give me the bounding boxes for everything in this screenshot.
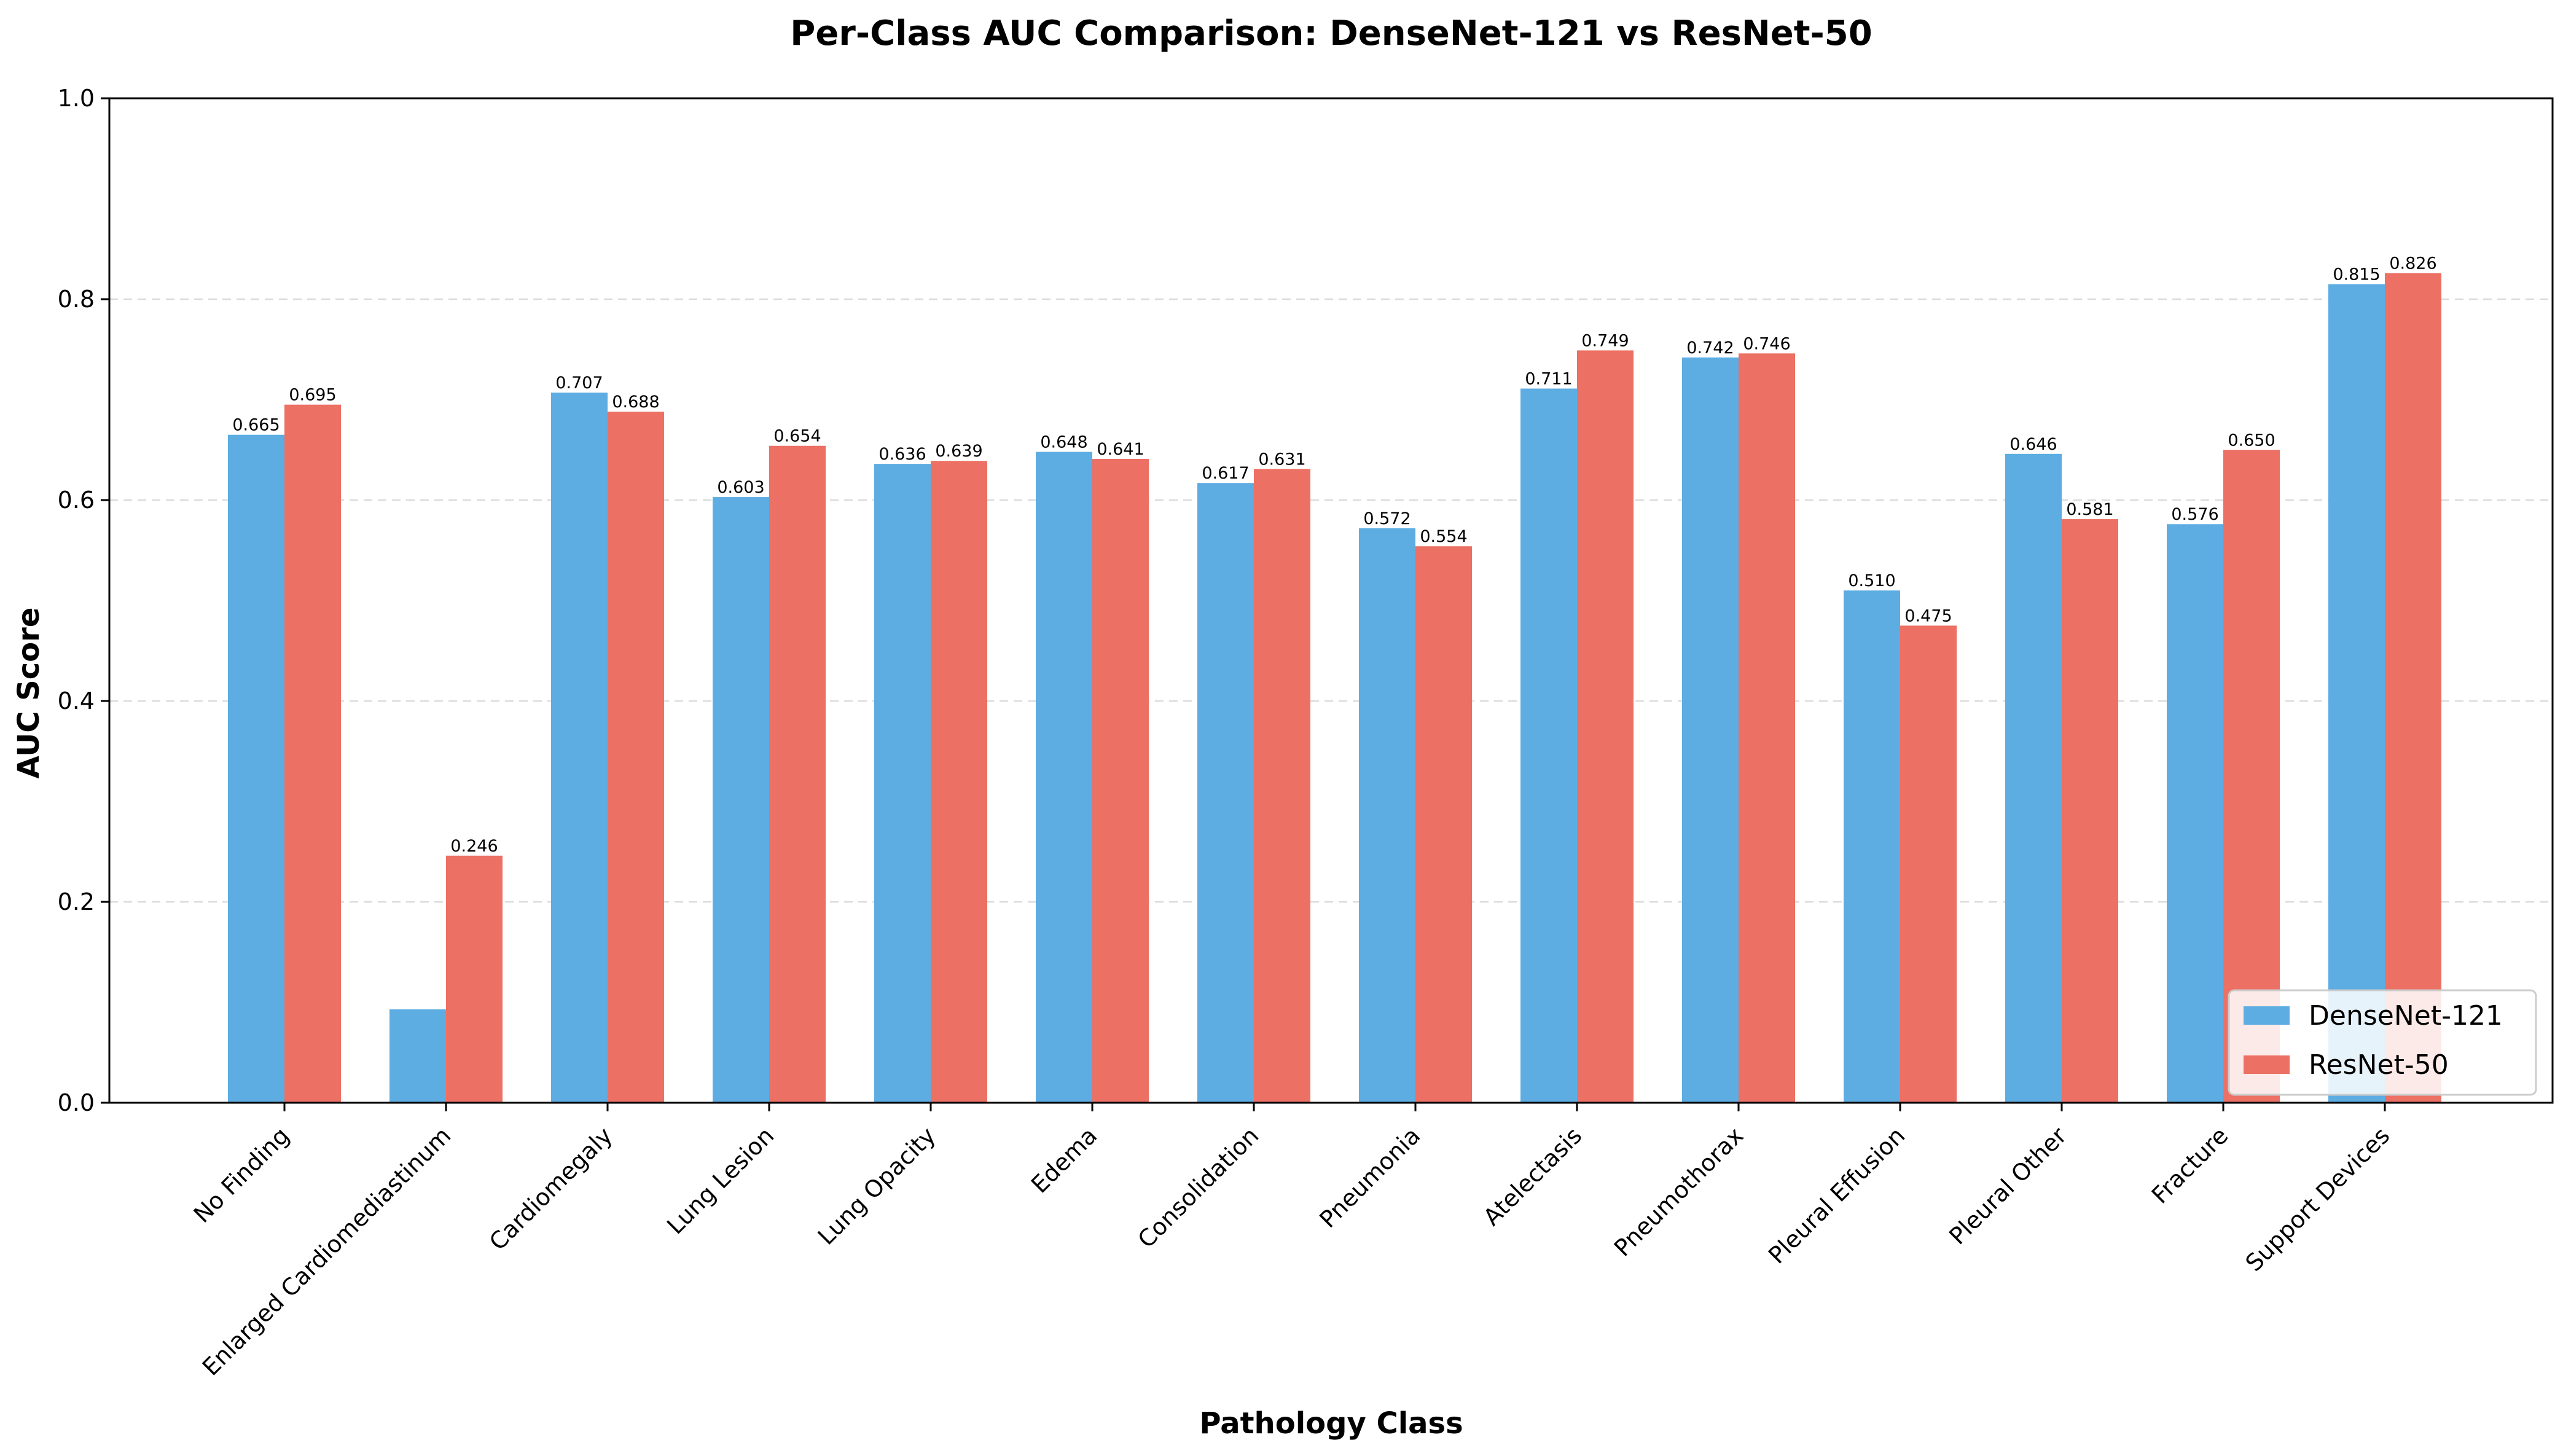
bar-resnet-50-lung-opacity [931,461,987,1103]
y-tick-label: 1.0 [58,85,95,112]
legend-label-densenet: DenseNet-121 [2309,1000,2503,1031]
legend-swatch-densenet [2244,1006,2290,1025]
bar-value-label: 0.711 [1525,370,1572,389]
bar-densenet-121-pneumothorax [1682,357,1739,1103]
bar-value-label: 0.603 [717,478,764,497]
bar-resnet-50-pleural-other [2062,519,2118,1103]
bar-resnet-50-atelectasis [1577,350,1634,1103]
bar-value-label: 0.826 [2389,254,2436,273]
bar-densenet-121-edema [1036,452,1092,1103]
bar-densenet-121-pleural-effusion [1844,590,1900,1103]
legend: DenseNet-121 ResNet-50 [2228,989,2537,1096]
plot-area-frame [108,97,2554,1104]
bar-value-label: 0.631 [1258,450,1305,469]
bar-resnet-50-pneumothorax [1739,353,1795,1103]
bar-value-label: 0.554 [1420,527,1467,546]
bar-densenet-121-lung-lesion [713,497,769,1103]
y-axis: 0.0 0.2 0.4 0.6 0.8 1.0 [58,85,109,1116]
bar-value-label: 0.648 [1040,433,1087,452]
bar-value-label: 0.636 [878,445,926,464]
bar-value-label: 0.641 [1097,440,1144,459]
bar-value-label: 0.246 [450,837,498,856]
bar-value-label: 0.742 [1686,339,1734,358]
y-gridlines [109,298,2553,903]
bar-value-label: 0.581 [2066,500,2113,519]
bar-value-label: 0.815 [2333,265,2380,284]
bar-value-label: 0.510 [1848,571,1895,590]
bar-resnet-50-no-finding [284,404,341,1103]
bar-value-label: 0.617 [1202,464,1249,483]
bar-value-label: 0.646 [2009,435,2057,454]
bar-resnet-50-edema [1092,458,1149,1103]
bar-value-label: 0.475 [1904,606,1952,625]
bar-densenet-121-enlarged-cardiomediastinum [389,1009,446,1103]
y-axis-label: AUC Score [12,608,46,779]
bar-densenet-121-support-devices [2328,284,2385,1103]
bars-group [228,273,2441,1103]
value-labels-group: 0.665 0.707 0.603 0.636 0.648 0.617 0.572 0.711… [232,254,2436,855]
legend-label-resnet: ResNet-50 [2309,1049,2449,1081]
bar-densenet-121-cardiomegaly [551,393,608,1103]
bar-value-label: 0.665 [232,416,280,435]
bar-densenet-121-no-finding [228,434,284,1103]
bar-value-label: 0.688 [612,393,659,412]
bar-value-label: 0.707 [555,374,603,393]
legend-swatch-resnet [2244,1055,2290,1074]
bar-resnet-50-consolidation [1254,469,1310,1103]
bar-value-label: 0.576 [2171,505,2218,524]
bar-value-label: 0.654 [773,427,821,446]
bar-densenet-121-pleural-other [2005,453,2062,1103]
y-tick-label: 0.0 [58,1089,95,1116]
bar-resnet-50-pleural-effusion [1900,625,1957,1103]
bar-value-label: 0.746 [1743,334,1790,353]
bar-resnet-50-support-devices [2385,273,2441,1103]
bar-value-label: 0.572 [1363,509,1411,528]
bar-densenet-121-consolidation [1197,483,1254,1103]
chart-title: Per-Class AUC Comparison: DenseNet-121 v… [790,14,1872,53]
bar-resnet-50-lung-lesion [769,445,826,1103]
bar-resnet-50-cardiomegaly [608,412,664,1103]
bar-densenet-121-lung-opacity [874,464,931,1103]
bar-resnet-50-enlarged-cardiomediastinum [446,855,503,1103]
bar-value-label: 0.695 [289,386,336,405]
y-tick-label: 0.8 [58,286,95,313]
bar-value-label: 0.650 [2228,431,2275,450]
bar-densenet-121-pneumonia [1359,528,1415,1103]
y-tick-label: 0.4 [58,687,95,714]
legend-box [2228,989,2537,1096]
bar-value-label: 0.639 [935,442,982,461]
y-tick-label: 0.2 [58,888,95,915]
bar-resnet-50-pneumonia [1415,546,1472,1103]
y-tick-label: 0.6 [58,487,95,514]
bar-densenet-121-atelectasis [1520,388,1577,1103]
x-axis-label: Pathology Class [1199,1406,1463,1441]
bar-value-label: 0.749 [1581,331,1629,350]
bar-densenet-121-fracture [2167,524,2223,1103]
